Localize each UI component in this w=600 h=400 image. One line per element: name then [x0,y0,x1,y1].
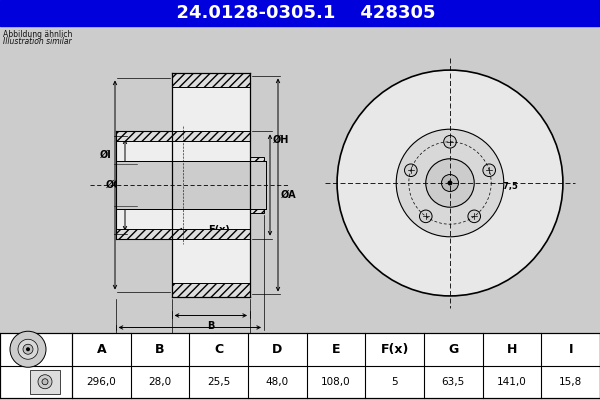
Text: F(x): F(x) [209,225,230,235]
Circle shape [448,180,452,186]
Text: 5: 5 [391,377,398,387]
Bar [0,333,600,398]
Text: C (MTH): C (MTH) [195,334,239,344]
Text: Illustration similar: Illustration similar [3,37,71,46]
Text: F(x): F(x) [380,343,409,356]
Text: D: D [272,343,283,356]
Bar [0,0,600,26]
Text: 63,5: 63,5 [442,377,465,387]
Circle shape [396,129,504,237]
Text: C: C [214,343,223,356]
Circle shape [444,136,456,148]
Text: 15,8: 15,8 [559,377,582,387]
Text: 296,0: 296,0 [86,377,116,387]
Text: ØH: ØH [273,134,289,144]
Text: 48,0: 48,0 [266,377,289,387]
Text: ØA: ØA [281,190,296,200]
Text: ØI: ØI [100,150,112,160]
Circle shape [442,174,458,192]
Text: Abbildung ähnlich: Abbildung ähnlich [3,30,73,39]
Circle shape [404,164,417,176]
Bar [30,370,60,394]
Circle shape [18,339,38,359]
Bar [172,86,250,132]
Text: 24.0128-0305.1    428305: 24.0128-0305.1 428305 [164,4,436,22]
Bar [172,238,250,284]
Text: Ø7,5: Ø7,5 [497,182,519,191]
Text: E: E [332,343,340,356]
Bar [116,228,250,238]
Circle shape [426,159,474,207]
Text: 25,5: 25,5 [207,377,230,387]
Circle shape [468,210,481,223]
Bar [172,72,250,86]
Text: 28,0: 28,0 [148,377,172,387]
Text: 141,0: 141,0 [497,377,527,387]
Circle shape [26,347,30,351]
Text: ØG: ØG [106,180,122,190]
Bar [116,132,250,142]
Text: ØE: ØE [117,188,132,198]
Bar [250,157,264,213]
Text: A: A [97,343,106,356]
Text: H: H [507,343,517,356]
Bar [116,161,266,209]
Circle shape [337,70,563,296]
Text: 108,0: 108,0 [321,377,351,387]
Text: B: B [207,322,214,332]
Circle shape [42,379,48,385]
Bar [172,284,250,298]
Circle shape [483,164,496,176]
Circle shape [419,210,432,223]
Circle shape [38,375,52,389]
Text: B: B [155,343,165,356]
Text: I: I [568,343,573,356]
Bar [116,132,250,238]
Text: G: G [448,343,458,356]
Circle shape [23,344,33,354]
Text: D: D [179,346,187,356]
Bar [0,26,600,333]
Circle shape [10,331,46,367]
